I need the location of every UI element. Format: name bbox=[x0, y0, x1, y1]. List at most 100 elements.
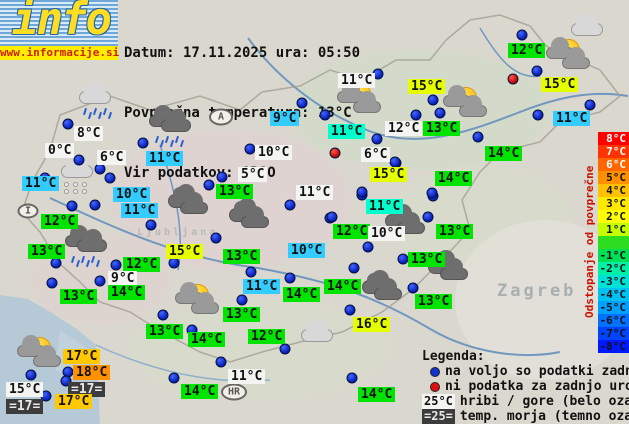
road-sign-hr: HR bbox=[221, 383, 247, 401]
logo-site-url[interactable]: www.informacije.si bbox=[0, 46, 120, 60]
station-temperature-label: 6°C bbox=[361, 147, 391, 162]
station-data-dot bbox=[168, 372, 180, 384]
cloud-dark-icon bbox=[165, 184, 213, 227]
station-data-dot bbox=[344, 304, 356, 316]
station-temperature-label: 14°C bbox=[485, 146, 523, 161]
white-box-sample: 25°C bbox=[422, 394, 455, 409]
legend-item-no-data: ni podatka za zadnjo uro bbox=[422, 379, 629, 394]
legend-item-mountains: 25°C hribi / gore (belo ozadje) bbox=[422, 394, 629, 409]
station-temperature-label: 15°C bbox=[408, 79, 446, 94]
scale-band: -7°C bbox=[598, 327, 629, 340]
station-data-dot bbox=[73, 154, 85, 166]
scale-band: 3°C bbox=[598, 197, 629, 210]
station-temperature-label: 17°C bbox=[55, 394, 93, 409]
scale-band: -8°C bbox=[598, 340, 629, 353]
scale-band: 7°C bbox=[598, 145, 629, 158]
station-temperature-label: 11°C bbox=[296, 185, 334, 200]
station-data-dot bbox=[137, 137, 149, 149]
scale-band: 1°C bbox=[598, 223, 629, 236]
scale-band: -1°C bbox=[598, 249, 629, 262]
legend-item-available: na voljo so podatki zadnje ure bbox=[422, 364, 629, 379]
station-data-dot bbox=[46, 277, 58, 289]
station-temperature-label: 15°C bbox=[370, 167, 408, 182]
station-data-dot bbox=[157, 309, 169, 321]
scale-band: -2°C bbox=[598, 262, 629, 275]
station-temperature-label: 12°C bbox=[123, 257, 161, 272]
station-temperature-label: 12°C bbox=[248, 329, 286, 344]
station-temperature-label: 13°C bbox=[60, 289, 98, 304]
legend-item-label: ni podatka za zadnjo uro bbox=[445, 379, 629, 394]
station-data-dot bbox=[356, 186, 368, 198]
header-date-line: Datum: 17.11.2025 ura: 05:50 bbox=[124, 45, 361, 61]
station-temperature-label: 8°C bbox=[74, 126, 104, 141]
cloud-light-icon bbox=[564, 10, 612, 50]
site-logo[interactable]: info www.informacije.si bbox=[0, 0, 120, 60]
scale-band: 5°C bbox=[598, 171, 629, 184]
station-temperature-label: 11°C bbox=[328, 124, 366, 139]
station-data-dot bbox=[326, 211, 338, 223]
station-data-dot bbox=[346, 372, 358, 384]
legend-item-label: hribi / gore (belo ozadje) bbox=[459, 394, 629, 409]
station-data-dot bbox=[426, 187, 438, 199]
station-temperature-label: =17= bbox=[6, 399, 44, 414]
station-temperature-label: 13°C bbox=[146, 324, 184, 339]
station-temperature-label: 11°C bbox=[22, 176, 60, 191]
station-temperature-label: 14°C bbox=[181, 384, 219, 399]
logo-brand-text: info bbox=[12, 0, 112, 45]
scale-band: 8°C bbox=[598, 132, 629, 145]
station-data-dot bbox=[319, 109, 331, 121]
station-data-dot bbox=[434, 107, 446, 119]
station-temperature-label: 13°C bbox=[415, 294, 453, 309]
scale-band: 6°C bbox=[598, 158, 629, 171]
station-data-dot bbox=[94, 275, 106, 287]
city-label-zagreb: Zagreb bbox=[497, 281, 577, 301]
station-data-dot bbox=[94, 163, 106, 175]
station-temperature-label: 12°C bbox=[41, 214, 79, 229]
station-temperature-label: 12°C bbox=[385, 121, 423, 136]
station-temperature-label: 11°C bbox=[366, 199, 404, 214]
station-data-dot bbox=[216, 171, 228, 183]
station-data-dot bbox=[60, 375, 72, 387]
station-no-data-dot bbox=[507, 73, 519, 85]
legend-item-label: na voljo so podatki zadnje ure bbox=[445, 364, 629, 379]
station-data-dot bbox=[389, 156, 401, 168]
station-data-dot bbox=[210, 232, 222, 244]
station-temperature-label: 13°C bbox=[408, 252, 446, 267]
station-data-dot bbox=[244, 143, 256, 155]
scale-band bbox=[598, 236, 629, 249]
dark-box-sample: =25= bbox=[422, 409, 455, 424]
station-data-dot bbox=[245, 266, 257, 278]
station-data-dot bbox=[104, 172, 116, 184]
station-data-dot bbox=[531, 65, 543, 77]
scale-band: -3°C bbox=[598, 275, 629, 288]
station-temperature-label: 10°C bbox=[255, 145, 293, 160]
legend-item-sea-temp: =25= temp. morja (temno ozadje) bbox=[422, 409, 629, 424]
road-sign-i: I bbox=[17, 203, 39, 219]
station-data-dot bbox=[348, 262, 360, 274]
station-temperature-label: 12°C bbox=[333, 224, 371, 239]
station-temperature-label: 14°C bbox=[324, 279, 362, 294]
station-temperature-label: 10°C bbox=[288, 243, 326, 258]
cloud-dark-icon bbox=[226, 198, 274, 241]
station-temperature-label: 14°C bbox=[283, 287, 321, 302]
station-data-dot bbox=[215, 356, 227, 368]
station-no-data-dot bbox=[329, 147, 341, 159]
scale-band: -4°C bbox=[598, 288, 629, 301]
partly-sunny-icon bbox=[545, 36, 593, 76]
station-data-dot bbox=[110, 259, 122, 271]
station-temperature-label: 13°C bbox=[216, 184, 254, 199]
station-data-dot bbox=[472, 131, 484, 143]
scale-band: 2°C bbox=[598, 210, 629, 223]
station-temperature-label: 9°C bbox=[270, 111, 300, 126]
legend-item-label: temp. morja (temno ozadje) bbox=[459, 409, 629, 424]
station-data-dot bbox=[397, 253, 409, 265]
station-temperature-label: 5°C bbox=[238, 167, 268, 182]
station-temperature-label: =17= bbox=[68, 382, 106, 397]
scale-band: -5°C bbox=[598, 301, 629, 314]
partly-sunny-icon bbox=[16, 334, 64, 374]
rain-dark-icon bbox=[148, 105, 196, 150]
station-data-dot bbox=[422, 211, 434, 223]
station-temperature-label: 14°C bbox=[108, 285, 146, 300]
station-data-dot bbox=[145, 219, 157, 231]
